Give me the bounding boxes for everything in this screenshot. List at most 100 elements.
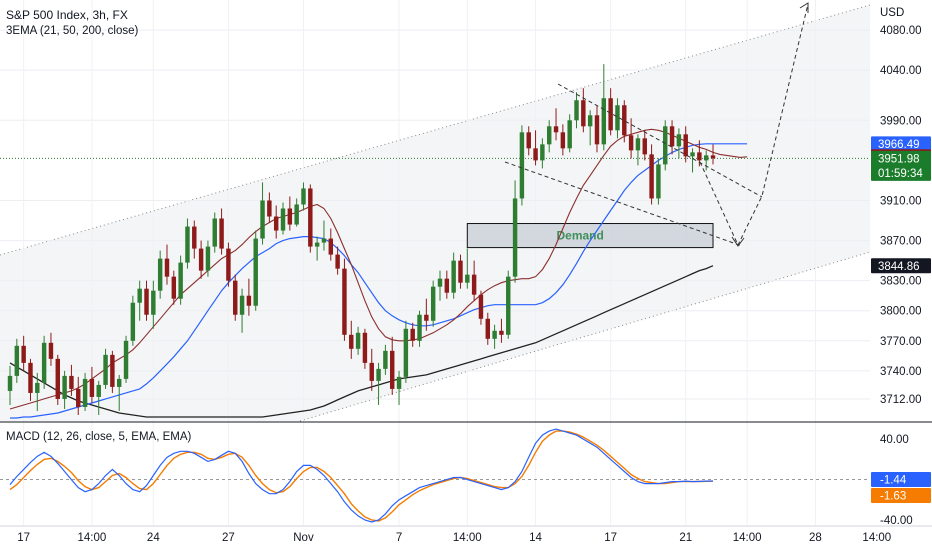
candle-body <box>369 362 374 381</box>
candle-body <box>451 260 456 293</box>
price-tick-label: 3712.00 <box>880 394 922 406</box>
demand-zone[interactable]: Demand <box>466 223 714 249</box>
candle-body <box>362 332 368 363</box>
candle-body <box>601 98 607 145</box>
candle-body <box>656 164 661 199</box>
time-tick-label: 17 <box>604 532 617 544</box>
candle-body <box>144 288 149 315</box>
projection-arrows <box>504 2 809 247</box>
falling-wedge-top <box>557 83 763 198</box>
candle-body <box>157 258 163 291</box>
price-badge-value: 3844.86 <box>878 261 920 273</box>
candle-body <box>553 126 559 133</box>
candle-body <box>635 138 641 151</box>
macd-badge <box>871 472 931 488</box>
candle-body <box>560 132 566 149</box>
candle-body <box>171 276 177 299</box>
macd-label: MACD (12, 26, close, 5, EMA, EMA) <box>6 431 192 443</box>
candle-body <box>567 120 572 149</box>
candle-body <box>430 286 436 321</box>
candle-body <box>116 378 122 387</box>
candle-body <box>594 115 600 145</box>
candle-body <box>260 200 265 239</box>
candle-body <box>192 226 197 249</box>
chart-title: S&P 500 Index, 3h, FX <box>6 8 128 22</box>
candle-body <box>48 342 54 359</box>
time-tick-label: 17 <box>17 532 30 544</box>
price-badges: 3966.493953.663951.9801:59:343844.86-1.4… <box>871 136 931 504</box>
candle-body <box>239 295 245 315</box>
candle-body <box>396 376 402 389</box>
price-tick-label: 3830.00 <box>880 276 922 288</box>
candle-body <box>28 362 33 393</box>
candle-body <box>328 238 334 255</box>
macd-badge-value: -1.44 <box>880 475 907 487</box>
candle-body <box>185 226 190 263</box>
demand-zone-box <box>466 223 714 249</box>
candle-body <box>308 188 313 247</box>
candle-body <box>581 100 586 127</box>
candle-body <box>608 98 613 131</box>
candle-body <box>226 248 231 281</box>
candle-body <box>471 274 477 295</box>
price-tick-label: 3870.00 <box>880 236 922 248</box>
candle-body <box>246 295 252 306</box>
candle-body <box>151 290 156 315</box>
candle-body <box>123 340 129 379</box>
channel-upper-line <box>0 4 871 256</box>
macd-badge <box>871 488 931 504</box>
candle-body <box>205 246 211 271</box>
price-tick-label: 3800.00 <box>880 306 922 318</box>
candle-body <box>417 314 422 341</box>
candle-body <box>198 248 204 271</box>
candle-body <box>697 152 702 161</box>
ema50-line <box>10 143 748 419</box>
candle-body <box>485 318 490 339</box>
candle-body <box>253 238 258 306</box>
candle-body <box>519 132 525 199</box>
demand-label: Demand <box>556 229 603 243</box>
candle-body <box>314 242 320 247</box>
arrow-head-down <box>731 236 745 247</box>
candle-body <box>424 314 429 321</box>
candle-body <box>574 100 579 121</box>
price-tick-label: 3740.00 <box>880 366 922 378</box>
candle-body <box>103 354 108 385</box>
candle-body <box>499 330 504 335</box>
candle-body <box>546 126 552 145</box>
candle-body <box>526 132 531 149</box>
candle-body <box>492 330 497 339</box>
candle-body <box>703 155 709 161</box>
time-tick-label: 14:00 <box>862 532 891 544</box>
candle-body <box>69 375 74 389</box>
candle-body <box>110 354 115 387</box>
ema200-line <box>9 265 714 418</box>
channel-layer <box>0 4 871 422</box>
candle-body <box>76 388 81 407</box>
time-tick-label: Nov <box>293 532 314 544</box>
macd-line <box>9 428 714 523</box>
candle-body <box>390 350 395 389</box>
candle-body <box>649 154 654 199</box>
candle-body <box>410 328 415 341</box>
time-tick-label: 7 <box>396 532 402 544</box>
candle-body <box>349 334 354 349</box>
candle-body <box>615 105 620 131</box>
candle-body <box>506 276 511 335</box>
candle-body <box>676 134 682 147</box>
price-badge-value: 3951.98 <box>878 153 920 165</box>
candle-body <box>35 382 40 393</box>
price-tick-label: 3990.00 <box>880 115 922 127</box>
time-tick-label: 21 <box>679 532 692 544</box>
candle-body <box>683 134 688 157</box>
candle-body <box>465 274 470 283</box>
candle-body <box>267 200 272 217</box>
candle-body <box>642 138 647 155</box>
candle-body <box>294 204 299 225</box>
candle-body <box>89 378 95 397</box>
axes: USD 3712.00 3740.00 3770.00 3800.00 3830.00 38… <box>0 7 932 544</box>
candle-body <box>628 135 634 151</box>
price-tick-label: 3770.00 <box>880 336 922 348</box>
candle-body <box>41 342 47 383</box>
